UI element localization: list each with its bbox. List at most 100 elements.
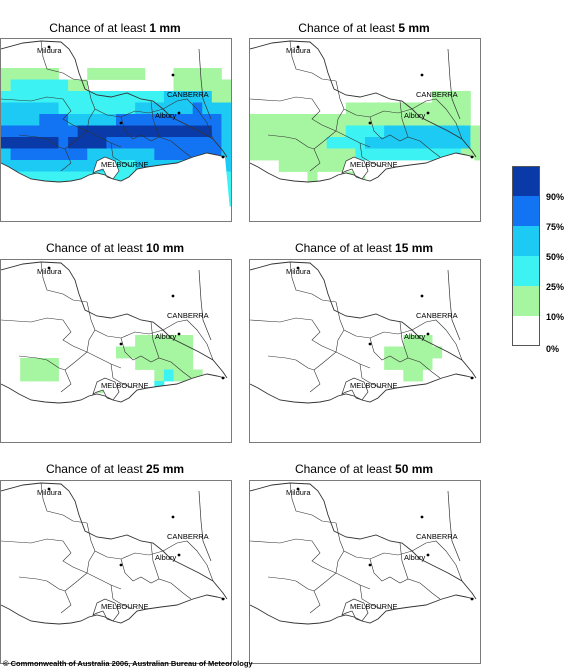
probability-cell [87, 114, 98, 126]
probability-cell [384, 102, 395, 115]
probability-cell [125, 148, 136, 161]
district-boundary [162, 319, 214, 361]
probability-cell [441, 114, 452, 126]
city-marker [368, 121, 372, 125]
probability-cell [441, 102, 452, 115]
district-boundary [162, 98, 214, 140]
district-boundary [289, 261, 337, 303]
probability-cell [192, 68, 203, 80]
probability-cell [441, 137, 452, 149]
probability-cell [87, 137, 98, 149]
probability-cell [1, 102, 11, 115]
panel-title-50mm: Chance of at least 50 mm [294, 462, 434, 476]
probability-cell [441, 125, 452, 138]
city-label-canberra: CANBERRA [416, 90, 458, 99]
probability-cell [326, 114, 337, 126]
district-boundary [60, 572, 88, 614]
probability-cell [96, 125, 107, 138]
city-marker [470, 155, 474, 159]
probability-cell [154, 369, 165, 382]
probability-cell [154, 91, 165, 103]
probability-cell [125, 137, 136, 149]
district-boundary [110, 363, 134, 389]
probability-cell [20, 137, 31, 149]
probability-cell [173, 369, 184, 382]
probability-cell [288, 160, 299, 172]
city-marker [221, 376, 225, 380]
probability-cell [460, 125, 471, 138]
probability-legend [512, 166, 540, 346]
probability-cell [384, 125, 395, 138]
probability-cell [39, 79, 50, 92]
city-label-melbourne: MELBOURNE [350, 381, 398, 390]
probability-cell [1, 91, 11, 103]
probability-cell [250, 137, 260, 149]
city-marker [177, 111, 181, 115]
probability-cell [365, 148, 375, 161]
probability-cell [163, 125, 174, 138]
probability-cell [307, 171, 318, 184]
district-boundary [198, 48, 212, 120]
probability-cell [278, 148, 289, 161]
probability-cell [278, 160, 289, 172]
probability-cell [393, 114, 404, 126]
probability-cell [48, 137, 59, 149]
probability-cell [422, 346, 433, 359]
city-label-mildura: Mildura [286, 267, 311, 276]
probability-cell [144, 102, 155, 115]
district-boundary [86, 522, 164, 560]
probability-cell [307, 160, 318, 172]
probability-cell [125, 114, 136, 126]
city-label-albury: Albury [404, 332, 426, 341]
victoria-map: Mildura CANBERRA Albury MELBOURNE [1, 261, 231, 442]
probability-cell [451, 125, 462, 138]
probability-cell [163, 148, 174, 161]
probability-cell [412, 148, 423, 161]
probability-cell [211, 79, 222, 92]
probability-cell [68, 171, 79, 184]
port-phillip-bay [92, 377, 120, 401]
probability-cell [422, 137, 433, 149]
city-label-melbourne: MELBOURNE [101, 602, 149, 611]
ocean-area [250, 374, 480, 442]
probability-cell [68, 125, 79, 138]
probability-cell [192, 102, 203, 115]
probability-cell [96, 91, 107, 103]
probability-cell [125, 91, 136, 103]
probability-cell [345, 137, 356, 149]
probability-cell [317, 125, 328, 138]
district-boundary [267, 134, 297, 140]
probability-cell [336, 114, 347, 126]
probability-cell [202, 68, 213, 80]
probability-cell [163, 335, 174, 347]
probability-cell [29, 102, 40, 115]
probability-cell [29, 369, 40, 382]
city-marker [177, 553, 181, 557]
legend-label-10: 10% [546, 312, 565, 322]
probability-cell [192, 79, 203, 92]
port-phillip-bay [341, 156, 369, 180]
district-boundary [250, 96, 337, 132]
legend-swatch-90 [512, 166, 540, 196]
probability-cell [77, 171, 88, 184]
probability-cell [221, 79, 231, 92]
probability-cell [403, 358, 414, 370]
probability-cell [460, 91, 471, 103]
city-label-canberra: CANBERRA [167, 90, 209, 99]
probability-cell [68, 148, 79, 161]
probability-cell [403, 137, 414, 149]
city-marker [177, 332, 181, 336]
district-boundary [86, 108, 122, 148]
district-boundary [198, 490, 212, 562]
probability-cell [355, 148, 366, 161]
probability-cell [211, 102, 222, 115]
probability-cell [365, 114, 375, 126]
probability-cell [116, 114, 126, 126]
probability-cell [39, 91, 50, 103]
probability-cell [58, 160, 69, 172]
port-phillip-bay [341, 598, 369, 622]
probability-cell [297, 148, 308, 161]
state-border [1, 261, 228, 379]
district-boundary [335, 80, 413, 118]
probability-cell [173, 102, 184, 115]
